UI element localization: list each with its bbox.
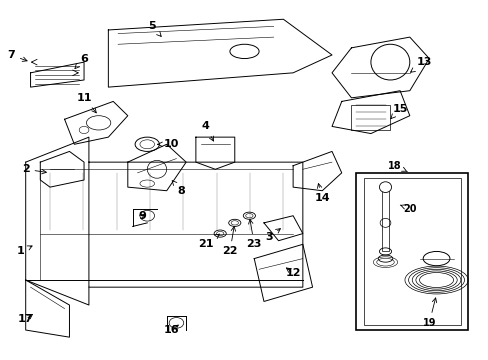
Text: 9: 9 (138, 211, 146, 221)
Text: 16: 16 (163, 325, 179, 335)
Text: 3: 3 (264, 229, 280, 242)
Text: 18: 18 (387, 161, 407, 172)
Bar (363, 178, 460, 325)
Text: 7: 7 (7, 50, 27, 62)
Text: 5: 5 (148, 21, 161, 36)
Bar (351, 105, 389, 130)
Ellipse shape (379, 182, 391, 193)
Bar (381, 187, 388, 251)
Text: 2: 2 (22, 164, 46, 174)
Text: 11: 11 (76, 93, 96, 113)
Text: 17: 17 (18, 314, 33, 324)
Text: 6: 6 (75, 54, 88, 68)
Bar (356, 173, 467, 330)
Text: 13: 13 (410, 57, 431, 72)
Text: 22: 22 (222, 226, 237, 256)
Text: 4: 4 (201, 121, 213, 141)
Text: 20: 20 (400, 203, 416, 213)
Text: 23: 23 (246, 219, 262, 249)
Text: 14: 14 (314, 184, 329, 203)
Text: 8: 8 (172, 181, 185, 196)
Text: 1: 1 (17, 246, 32, 256)
Text: 15: 15 (390, 104, 407, 119)
Text: 10: 10 (158, 139, 179, 149)
Text: 19: 19 (422, 298, 436, 328)
Text: 12: 12 (285, 268, 300, 278)
Text: 21: 21 (198, 234, 219, 249)
